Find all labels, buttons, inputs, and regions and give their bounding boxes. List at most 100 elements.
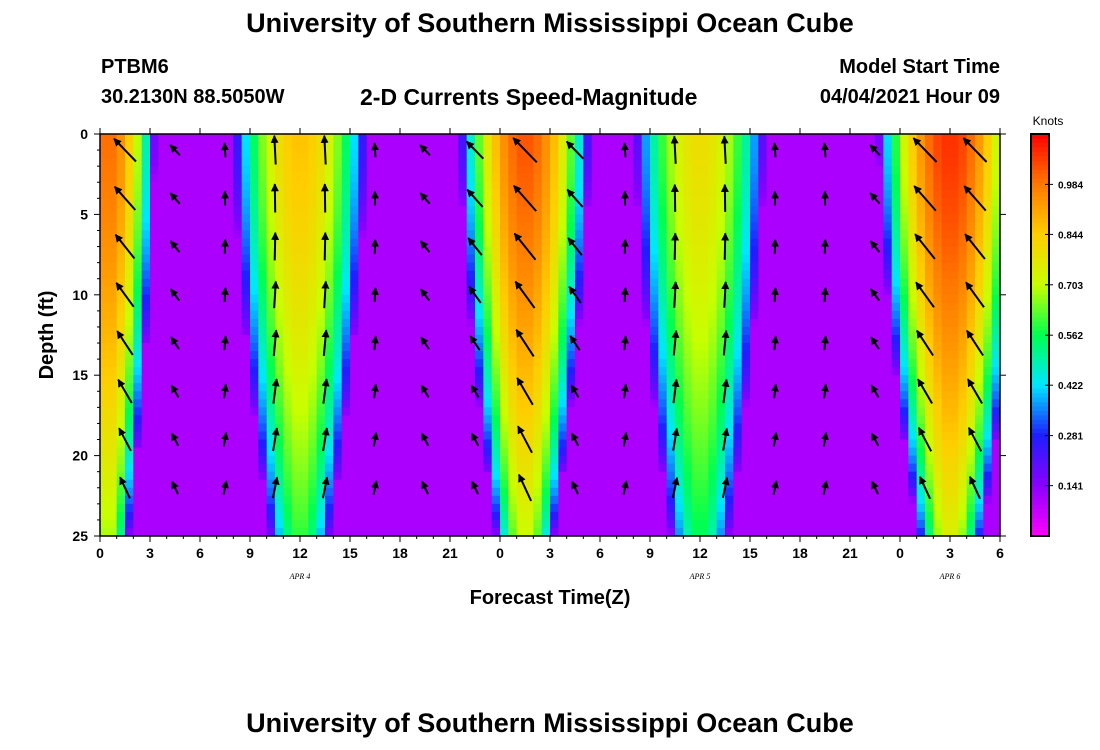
heatmap-cell <box>275 302 284 312</box>
heatmap-cell <box>250 487 259 497</box>
heatmap-cell <box>566 471 576 481</box>
heatmap-cell <box>175 335 184 344</box>
heatmap-cell <box>558 375 568 384</box>
heatmap-cell <box>216 206 226 215</box>
heatmap-cell <box>133 335 143 344</box>
heatmap-cell <box>550 310 559 320</box>
heatmap-cell <box>166 310 176 320</box>
heatmap-cell <box>591 262 601 272</box>
heatmap-cell <box>583 174 593 183</box>
heatmap-cell <box>183 310 193 320</box>
heatmap-cell <box>541 495 551 505</box>
heatmap-cell <box>458 190 468 199</box>
heatmap-cell <box>833 415 843 425</box>
heatmap-cell <box>750 286 759 296</box>
heatmap-cell <box>583 190 593 199</box>
heatmap-cell <box>866 230 876 240</box>
heatmap-cell <box>183 142 193 151</box>
heatmap-cell <box>216 375 226 384</box>
heatmap-cell <box>541 310 551 320</box>
heatmap-cell <box>816 198 826 207</box>
heatmap-cell <box>341 335 351 344</box>
heatmap-cell <box>641 238 651 248</box>
heatmap-cell <box>100 447 109 457</box>
heatmap-cell <box>883 246 893 256</box>
heatmap-cell <box>108 302 118 312</box>
heatmap-cell <box>358 206 368 215</box>
heatmap-cell <box>991 246 1000 256</box>
heatmap-cell <box>141 326 151 336</box>
heatmap-cell <box>983 423 993 433</box>
heatmap-cell <box>641 262 651 272</box>
heatmap-cell <box>433 142 443 151</box>
heatmap-cell <box>941 487 951 497</box>
heatmap-cell <box>641 351 651 360</box>
heatmap-cell <box>983 375 993 384</box>
heatmap-cell <box>658 343 668 352</box>
heatmap-cell <box>316 158 326 167</box>
heatmap-cell <box>716 343 726 352</box>
heatmap-cell <box>575 487 584 497</box>
heatmap-cell <box>100 246 109 256</box>
heatmap-cell <box>791 182 801 191</box>
heatmap-cell <box>641 206 651 215</box>
heatmap-cell <box>166 503 176 513</box>
heatmap-cell <box>975 142 984 151</box>
heatmap-cell <box>425 495 434 505</box>
heatmap-cell <box>858 302 868 312</box>
heatmap-cell <box>150 495 159 505</box>
heatmap-cell <box>683 302 693 312</box>
heatmap-cell <box>300 391 309 400</box>
heatmap-cell <box>866 182 876 191</box>
heatmap-cell <box>566 399 576 408</box>
heatmap-cell <box>616 174 626 183</box>
heatmap-cell <box>325 447 334 457</box>
heatmap-cell <box>891 254 901 264</box>
heatmap-cell <box>583 286 593 296</box>
heatmap-cell <box>208 375 218 384</box>
heatmap-cell <box>183 423 193 433</box>
heatmap-cell <box>425 270 434 280</box>
heatmap-cell <box>625 270 634 280</box>
heatmap-cell <box>250 158 259 167</box>
heatmap-cell <box>516 407 526 416</box>
heatmap-cell <box>975 495 984 505</box>
heatmap-cell <box>683 238 693 248</box>
heatmap-cell <box>908 407 918 416</box>
heatmap-cell <box>400 487 409 497</box>
heatmap-cell <box>716 222 726 232</box>
heatmap-cell <box>758 182 768 191</box>
heatmap-cell <box>766 230 776 240</box>
heatmap-cell <box>283 302 293 312</box>
heatmap-cell <box>808 198 818 207</box>
heatmap-cell <box>800 294 809 304</box>
heatmap-cell <box>358 383 368 392</box>
heatmap-cell <box>891 391 901 400</box>
heatmap-cell <box>633 495 643 505</box>
heatmap-cell <box>125 318 134 328</box>
heatmap-cell <box>100 335 109 344</box>
heatmap-cell <box>591 375 601 384</box>
heatmap-cell <box>133 166 143 175</box>
heatmap-cell <box>216 439 226 449</box>
heatmap-cell <box>683 407 693 416</box>
heatmap-cell <box>475 286 484 296</box>
heatmap-cell <box>500 495 509 505</box>
heatmap-cell <box>883 399 893 408</box>
heatmap-cell <box>783 142 793 151</box>
heatmap-cell <box>325 399 334 408</box>
heatmap-cell <box>516 214 526 224</box>
heatmap-cell <box>641 359 651 368</box>
heatmap-cell <box>800 487 809 497</box>
heatmap-cell <box>916 383 926 392</box>
heatmap-cell <box>916 399 926 408</box>
heatmap-cell <box>466 479 476 489</box>
heatmap-cell <box>583 375 593 384</box>
heatmap-cell <box>683 214 693 224</box>
heatmap-cell <box>658 439 668 449</box>
heatmap-cell <box>500 487 509 497</box>
heatmap-cell <box>900 134 909 143</box>
heatmap-cell <box>508 190 518 199</box>
heatmap-cell <box>650 254 659 264</box>
heatmap-cell <box>458 198 468 207</box>
